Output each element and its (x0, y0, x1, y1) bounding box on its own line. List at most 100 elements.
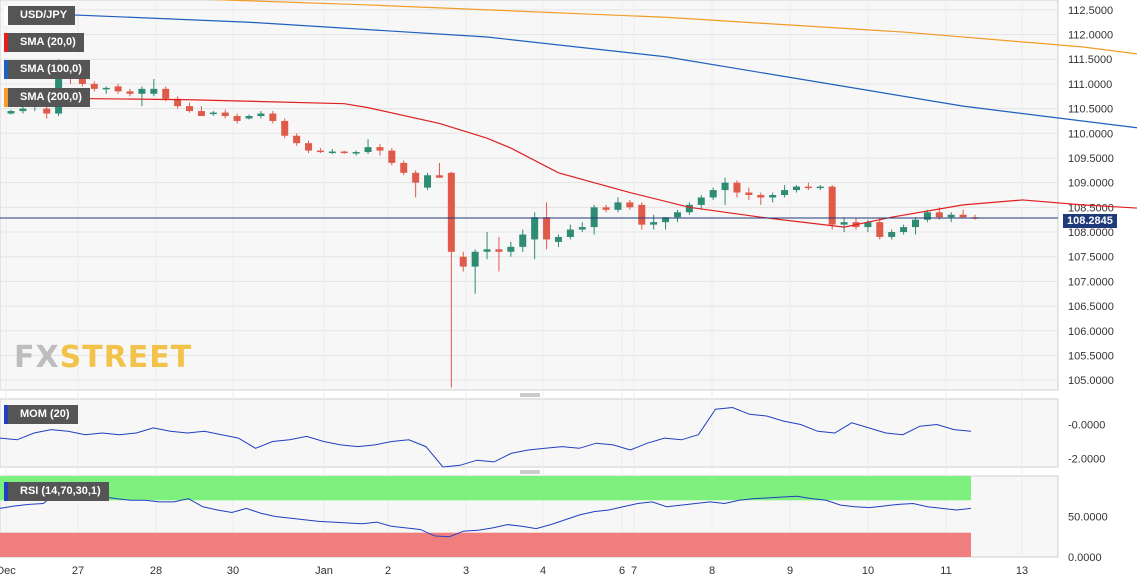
candle-body (507, 246, 515, 252)
time-tick-label: Dec (0, 565, 16, 577)
candle-body (114, 86, 122, 92)
candle-body (447, 172, 455, 252)
price-tick-label: 106.0000 (1068, 326, 1114, 338)
candle-body (150, 88, 158, 94)
candle-body (614, 202, 622, 210)
main-panel (0, 0, 1059, 391)
candle-body (43, 108, 51, 114)
mom-line (0, 406, 972, 468)
time-tick-label: 11 (940, 565, 951, 577)
price-tick-label: 112.5000 (1068, 5, 1113, 17)
mom-tick-label: -0.0000 (1068, 420, 1105, 432)
candle-body (590, 207, 598, 228)
candle-body (340, 151, 348, 154)
legend-symbol[interactable]: USD/JPY (4, 6, 76, 25)
candle-body (257, 113, 265, 117)
candle-body (888, 232, 896, 237)
time-tick-label: 8 (709, 565, 715, 577)
candle-body (364, 147, 372, 153)
candle-body (162, 88, 170, 99)
time-tick-label: 3 (463, 565, 469, 577)
time-tick-label: 9 (787, 565, 793, 577)
candle-body (781, 190, 789, 195)
candle-body (638, 204, 646, 225)
candle-body (19, 108, 27, 112)
legend-sma100[interactable]: SMA (100,0) (4, 60, 90, 79)
time-tick-label: 27 (72, 565, 84, 577)
time-tick-label: 28 (150, 565, 162, 577)
candle-body (745, 192, 753, 195)
price-tick-label: 108.5000 (1068, 202, 1114, 214)
price-tick-label: 110.5000 (1068, 104, 1113, 116)
legend-sma200-label: SMA (200,0) (20, 91, 82, 103)
candle-body (792, 186, 800, 191)
candle-body (400, 162, 408, 173)
candle-body (519, 234, 527, 247)
legend-sma200[interactable]: SMA (200,0) (4, 88, 90, 107)
candle-body (412, 172, 420, 183)
candle-body (876, 222, 884, 237)
price-tick-label: 112.0000 (1068, 30, 1113, 42)
candle-body (733, 182, 741, 193)
candle-body (757, 195, 765, 198)
candle-body (388, 150, 396, 163)
candle-body (709, 190, 717, 198)
candle-body (828, 186, 836, 225)
candle-body (626, 202, 634, 208)
time-tick-label: 4 (540, 565, 546, 577)
legend-sma20[interactable]: SMA (20,0) (4, 33, 84, 52)
price-tick-label: 105.0000 (1068, 375, 1114, 387)
candle-body (269, 113, 277, 121)
watermark-fx: FX (14, 340, 60, 375)
candle-body (911, 219, 919, 228)
price-tick-label: 110.0000 (1068, 128, 1113, 140)
price-tick-label: 109.0000 (1068, 178, 1114, 190)
candle-body (245, 116, 253, 119)
candle-body (174, 98, 182, 107)
legend-rsi[interactable]: RSI (14,70,30,1) (4, 482, 109, 501)
rsi-tick-label: 50.0000 (1068, 512, 1108, 524)
legend-mom[interactable]: MOM (20) (4, 405, 78, 424)
price-tick-label: 111.0000 (1068, 79, 1112, 91)
candle-body (721, 182, 729, 191)
candle-body (209, 112, 217, 115)
fxstreet-watermark: FXSTREET (14, 340, 192, 375)
price-tick-label: 106.5000 (1068, 301, 1114, 313)
sma200-line (207, 0, 1137, 55)
candle-body (566, 229, 574, 237)
candle-body (602, 207, 610, 210)
watermark-street: STREET (59, 340, 193, 375)
candle-body (923, 212, 931, 220)
candle-body (935, 212, 943, 218)
candle-body (697, 197, 705, 205)
candle-body (281, 120, 289, 136)
candle-body (804, 186, 812, 189)
candle-body (543, 217, 551, 240)
candle-body (7, 111, 15, 114)
candle-body (102, 87, 110, 90)
mom-panel (0, 398, 1059, 468)
candle-body (197, 111, 205, 117)
candle-body (78, 78, 86, 84)
candle-body (90, 83, 98, 89)
rsi-overbought-zone (0, 476, 971, 501)
price-tick-label: 109.5000 (1068, 153, 1114, 165)
current-price-value: 108.2845 (1067, 215, 1113, 227)
candle-body (959, 214, 967, 218)
candle-body (578, 227, 586, 230)
candle-body (293, 135, 301, 144)
legend-sma100-label: SMA (100,0) (20, 63, 82, 75)
candle-body (424, 175, 432, 188)
candle-body (947, 214, 955, 218)
candle-body (495, 249, 503, 252)
candle-body (769, 195, 777, 198)
candle-body (376, 147, 384, 151)
legend-symbol-label: USD/JPY (20, 9, 68, 21)
candle-body (138, 88, 146, 94)
mom-tick-label: -2.0000 (1068, 454, 1105, 466)
sma20-line (10, 97, 1137, 228)
rsi-line (0, 490, 972, 538)
candle-body (126, 91, 134, 94)
